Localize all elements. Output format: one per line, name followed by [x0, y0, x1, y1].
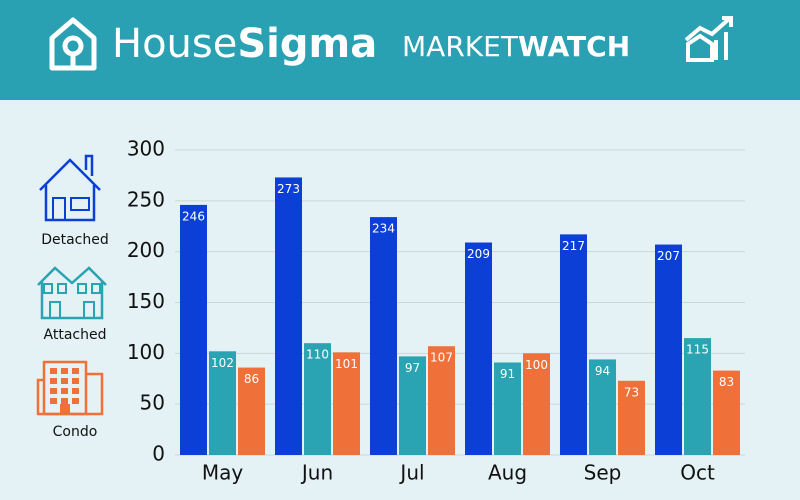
bar [370, 217, 397, 455]
legend-icon-window [50, 398, 57, 404]
bar [399, 356, 426, 455]
data-label: 91 [500, 367, 515, 381]
y-tick-label: 150 [127, 289, 165, 313]
data-label: 110 [306, 348, 329, 362]
bar [238, 367, 265, 455]
legend-icon-shape [37, 266, 107, 320]
legend-icon-window [77, 283, 87, 294]
brand-bold: Sigma [237, 21, 377, 67]
y-tick-label: 300 [127, 137, 165, 161]
y-tick-label: 50 [140, 391, 165, 415]
bar [684, 338, 711, 455]
bar [428, 346, 455, 455]
legend-icon-window [61, 388, 68, 394]
x-tick-label: Aug [488, 461, 527, 485]
legend-icon-window [70, 197, 90, 211]
bar [465, 242, 492, 455]
legend-icon-door [49, 301, 61, 319]
legend-label: Attached [44, 327, 107, 343]
legend-label: Condo [53, 424, 98, 440]
data-label: 86 [244, 372, 259, 386]
data-label: 83 [719, 375, 734, 389]
brand: HouseSigma [112, 21, 377, 67]
data-label: 107 [430, 351, 453, 365]
legend-icon-shape [39, 154, 101, 222]
x-tick-label: Sep [584, 461, 622, 485]
logo-icon [49, 17, 97, 71]
legend-icon-window [57, 283, 67, 294]
legend-icon-door [52, 197, 66, 221]
legend-icon-window [72, 388, 79, 394]
bar [275, 177, 302, 455]
bar [618, 380, 645, 455]
legend-icon-door [60, 404, 70, 414]
bar [304, 343, 331, 455]
bar [589, 359, 616, 455]
data-label: 101 [335, 357, 358, 371]
legend-item: Detached [39, 154, 109, 248]
bar [180, 204, 207, 455]
legend-icon-window [72, 398, 79, 404]
legend-icon-window [72, 378, 79, 384]
x-tick-label: Jun [300, 461, 333, 485]
legend-icon-window [50, 378, 57, 384]
title-light: MARKET [402, 30, 519, 63]
legend-icon-window [61, 378, 68, 384]
legend-icon-window [61, 368, 68, 374]
y-tick-label: 100 [127, 340, 165, 364]
title-bold: WATCH [518, 30, 630, 63]
data-label: 217 [562, 239, 585, 253]
bar [494, 362, 521, 455]
bar [655, 244, 682, 455]
bar [333, 352, 360, 455]
legend-icon-window [50, 388, 57, 394]
legend-icon-window [91, 283, 101, 294]
legend-icon-window [72, 368, 79, 374]
legend-icon-door [83, 301, 95, 319]
bar [560, 234, 587, 455]
bar [209, 351, 236, 455]
data-label: 234 [372, 222, 395, 236]
data-label: 246 [182, 209, 205, 223]
header-bar [0, 0, 800, 100]
data-label: 209 [467, 247, 490, 261]
brand-light: House [112, 21, 237, 67]
bar [713, 370, 740, 455]
x-tick-label: Jul [398, 461, 424, 485]
data-label: 97 [405, 361, 420, 375]
x-tick-label: May [202, 461, 244, 485]
data-label: 273 [277, 182, 300, 196]
header-title: MARKETWATCH [402, 30, 630, 63]
x-tick-label: Oct [680, 461, 715, 485]
legend-icon-window [50, 368, 57, 374]
data-label: 94 [595, 364, 610, 378]
y-tick-label: 0 [152, 442, 165, 466]
legend-icon-window [61, 398, 68, 404]
legend-item: Condo [36, 360, 104, 440]
market-icon [684, 16, 733, 62]
data-label: 115 [686, 343, 709, 357]
data-label: 207 [657, 249, 680, 263]
y-tick-label: 250 [127, 187, 165, 211]
data-label: 73 [624, 385, 639, 399]
data-label: 100 [525, 358, 548, 372]
legend-label: Detached [41, 232, 109, 248]
data-label: 102 [211, 356, 234, 370]
legend-item: Attached [37, 266, 107, 343]
bar [523, 353, 550, 455]
legend-icon-window [43, 283, 53, 294]
y-tick-label: 200 [127, 238, 165, 262]
